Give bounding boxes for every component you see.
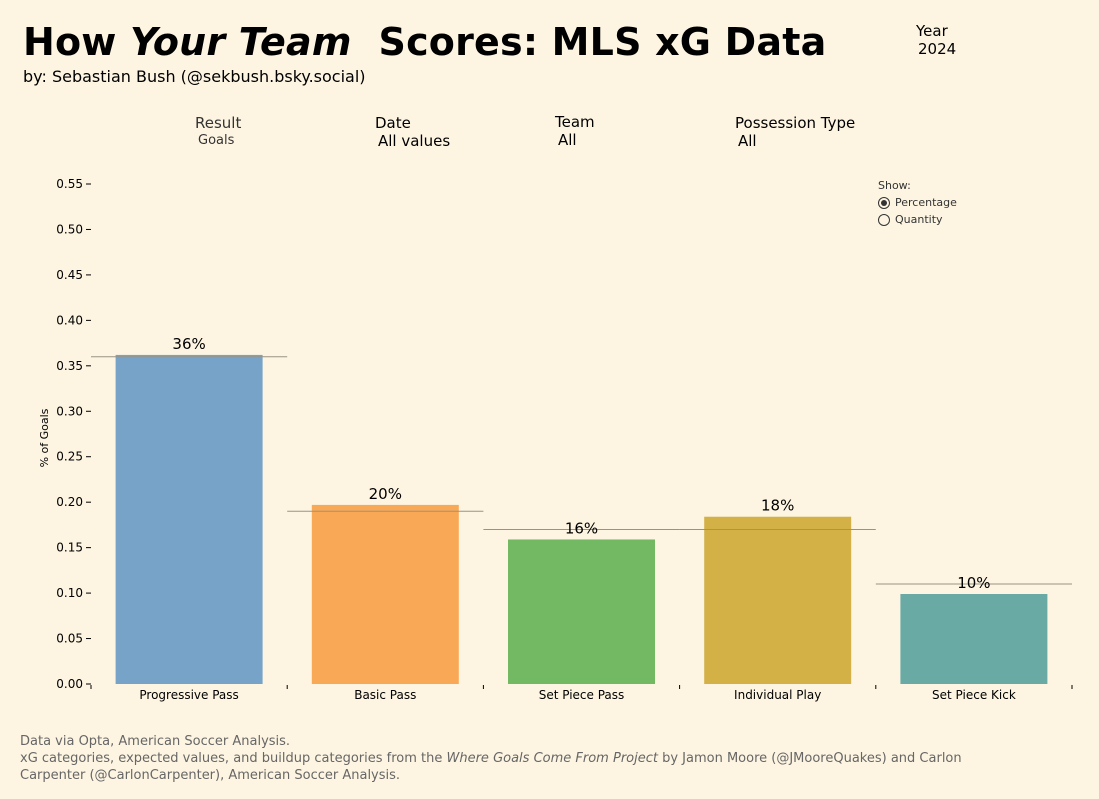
y-tick-label: 0.55 xyxy=(56,177,83,191)
team-filter[interactable]: Team All xyxy=(555,113,595,149)
footer-line-2-post: by Jamon Moore (@JMooreQuakes) and Carlo… xyxy=(657,751,962,766)
team-filter-value[interactable]: All xyxy=(558,131,577,149)
year-filter-label: Year xyxy=(916,22,948,40)
show-option-percentage[interactable]: Percentage xyxy=(878,194,957,211)
x-tick-label: Individual Play xyxy=(734,688,821,702)
year-filter-value[interactable]: 2024 xyxy=(918,40,957,58)
y-tick-label: 0.15 xyxy=(56,541,83,555)
byline: by: Sebastian Bush (@sekbush.bsky.social… xyxy=(23,67,366,86)
footer-credits: Data via Opta, American Soccer Analysis.… xyxy=(20,733,1020,784)
footer-line-1: Data via Opta, American Soccer Analysis. xyxy=(20,734,291,749)
footer-line-3: Carpenter (@CarlonCarpenter), American S… xyxy=(20,768,401,783)
y-tick-label: 0.05 xyxy=(56,632,83,646)
show-option-quantity-label: Quantity xyxy=(895,213,943,226)
date-filter[interactable]: Date All values xyxy=(375,114,450,150)
bar-chart: 0.00 0.05 0.10 0.15 0.20 0.25 0.30 0.35 0.40 0.45… xyxy=(38,177,1073,702)
data-label: 36% xyxy=(172,335,205,353)
bar-progressive-pass xyxy=(115,354,263,684)
show-toggle: Show: Percentage Quantity xyxy=(878,179,957,228)
y-tick-label: 0.25 xyxy=(56,450,83,464)
y-tick-label: 0.35 xyxy=(56,359,83,373)
y-tick-label: 0.30 xyxy=(56,404,83,418)
show-option-quantity[interactable]: Quantity xyxy=(878,211,957,228)
data-label: 20% xyxy=(369,485,402,503)
y-tick-label: 0.20 xyxy=(56,495,83,509)
page-title: How Your Team Scores: MLS xG Data xyxy=(23,20,826,64)
y-tick-label: 0.10 xyxy=(56,586,83,600)
x-tick-label: Basic Pass xyxy=(354,688,416,702)
bar-set-piece-pass xyxy=(508,539,655,684)
possession-type-filter[interactable]: Possession Type All xyxy=(735,114,855,150)
title-italic: Your Team xyxy=(130,20,352,64)
footer-project-name: Where Goals Come From Project xyxy=(446,751,658,766)
data-label: 18% xyxy=(761,497,794,515)
date-filter-label: Date xyxy=(375,114,411,132)
x-tick-label: Set Piece Pass xyxy=(539,688,625,702)
x-tick-label: Progressive Pass xyxy=(139,688,238,702)
y-tick-label: 0.40 xyxy=(56,313,83,327)
y-tick-label: 0.45 xyxy=(56,268,83,282)
radio-selected-icon[interactable] xyxy=(878,196,890,209)
show-option-percentage-label: Percentage xyxy=(895,196,957,209)
title-part-1: How xyxy=(23,20,131,64)
y-tick-label: 0.50 xyxy=(56,222,83,236)
title-part-2: Scores: MLS xG Data xyxy=(351,20,827,64)
x-tick-label: Set Piece Kick xyxy=(932,688,1016,702)
data-label: 16% xyxy=(565,519,598,537)
possession-type-filter-label: Possession Type xyxy=(735,114,856,132)
radio-unselected-icon[interactable] xyxy=(878,213,890,226)
bar-basic-pass xyxy=(311,504,459,684)
show-toggle-label: Show: xyxy=(878,179,911,192)
bar-set-piece-kick xyxy=(900,594,1048,684)
footer-line-2-pre: xG categories, expected values, and buil… xyxy=(20,751,447,766)
result-filter[interactable]: Result Goals xyxy=(195,114,241,150)
date-filter-value[interactable]: All values xyxy=(378,132,451,150)
team-filter-label: Team xyxy=(555,113,595,131)
result-filter-value[interactable]: Goals xyxy=(198,133,235,148)
footer-line-2: xG categories, expected values, and buil… xyxy=(20,750,1020,767)
data-label: 10% xyxy=(957,574,990,592)
bar-individual-play xyxy=(704,516,852,684)
y-tick-label: 0.00 xyxy=(56,677,83,691)
y-axis-title: % of Goals xyxy=(38,408,51,467)
possession-type-filter-value[interactable]: All xyxy=(738,132,757,150)
year-filter[interactable]: Year 2024 xyxy=(916,22,956,58)
result-filter-label: Result xyxy=(195,114,242,132)
